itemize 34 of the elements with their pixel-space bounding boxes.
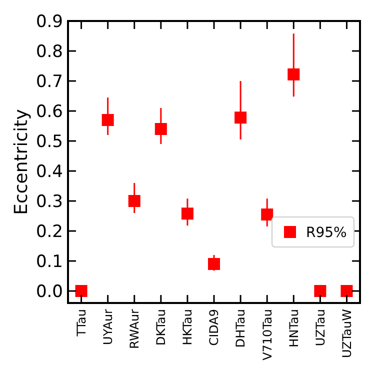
x-tick-label: RWAur: [128, 308, 142, 349]
y-tick-label: 0.8: [36, 42, 63, 62]
point: [128, 195, 140, 207]
y-tick-label: 0.1: [36, 252, 63, 272]
point: [208, 258, 220, 270]
y-tick-label: 0.3: [36, 192, 63, 212]
point: [314, 285, 326, 297]
point: [340, 285, 353, 297]
point: [234, 112, 247, 124]
y-tick-label: 0.2: [36, 222, 63, 242]
y-axis-title: Eccentricity: [11, 108, 32, 215]
legend-label: R95%: [306, 224, 347, 241]
y-tick-label: 0.4: [36, 162, 63, 182]
x-tick-label: DHTau: [234, 309, 248, 348]
x-tick-label: DKTau: [154, 309, 168, 346]
point: [75, 285, 88, 297]
x-tick-label: V710Tau: [260, 309, 274, 360]
point: [181, 208, 194, 220]
y-tick-label: 0.5: [36, 132, 63, 152]
x-tick-label: HKTau: [180, 309, 195, 346]
point: [154, 123, 167, 135]
point: [261, 208, 274, 220]
x-tick-label: HNTau: [286, 309, 301, 348]
point: [102, 114, 114, 126]
x-tick-label: CIDA9: [207, 309, 222, 346]
x-tick-label: UZTauW: [340, 308, 354, 358]
y-tick-label: 0.6: [36, 102, 63, 122]
y-tick-label: 0.7: [36, 72, 63, 92]
x-tick-label: UZTau: [313, 309, 328, 346]
point: [288, 68, 300, 80]
x-tick-label: UYAur: [101, 308, 116, 345]
y-tick-label: 0.0: [36, 282, 63, 302]
x-tick-label: TTau: [74, 309, 88, 338]
y-tick-label: 0.9: [36, 12, 63, 32]
